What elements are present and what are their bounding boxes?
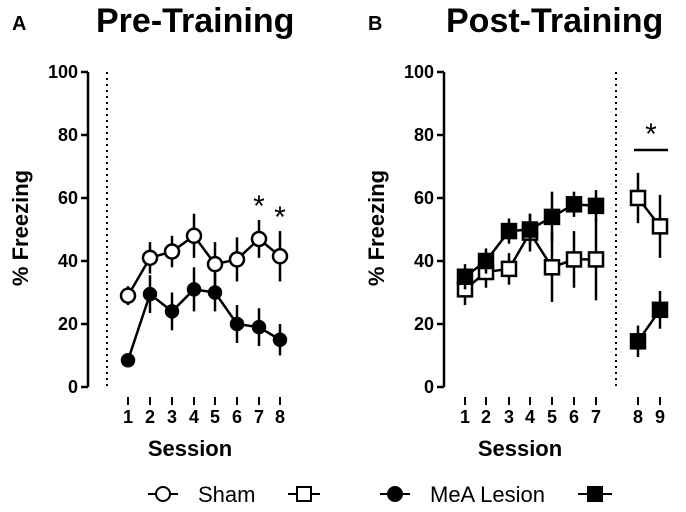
panel-b-x-tick-label: 2: [481, 407, 491, 427]
panel-a-y-tick-label: 80: [58, 125, 78, 145]
panel-a-x-tick-label: 5: [210, 407, 220, 427]
panel-a-lesion-point: [229, 316, 245, 332]
panel-a-significance-star: *: [253, 190, 265, 223]
panel-a-y-tick-label: 40: [58, 251, 78, 271]
panel-b-significance-star: *: [645, 118, 657, 151]
legend-lesion-label: MeA Lesion: [430, 482, 545, 507]
panel-a-sham-point: [141, 249, 159, 267]
panel-b-sham-point: [565, 251, 583, 268]
panel-b-y-tick-label: 20: [414, 314, 434, 334]
panel-a-y-tick-label: 100: [48, 62, 78, 82]
panel-b-lesion-point: [456, 268, 474, 285]
legend: Sham MeA Lesion: [148, 482, 612, 507]
panel-a-y-tick-label: 60: [58, 188, 78, 208]
panel-b-x-tick-label: 9: [655, 407, 665, 427]
panel-a-y-tick-label: 20: [58, 314, 78, 334]
panel-b-lesion-point: [521, 221, 539, 238]
legend-sham-square-marker: [296, 486, 312, 502]
panel-b-y-tick-label: 60: [414, 188, 434, 208]
panel-a-plot: 0 20 40 60 80 100 1 2 3 4 5 6 7 8 * *: [48, 62, 289, 427]
panel-b-x-tick-label: 7: [591, 407, 601, 427]
panel-a-ylabel: % Freezing: [8, 170, 33, 286]
panel-a-x-tick-label: 3: [167, 407, 177, 427]
panel-b-x-tick-label: 6: [569, 407, 579, 427]
panel-b-y-tick-label: 100: [404, 62, 434, 82]
panel-a-lesion-point: [272, 332, 288, 347]
panel-a-sham-point: [163, 243, 181, 260]
panel-b-lesion-point: [587, 197, 605, 215]
panel-b-xlabel: Session: [478, 436, 562, 461]
panel-b-y-tick-label: 40: [414, 251, 434, 271]
panel-b-lesion-point: [500, 222, 518, 240]
panel-b-lesion-extra-point: [651, 301, 669, 319]
panel-a-sham-point: [228, 251, 246, 268]
panel-a-lesion-point: [142, 286, 158, 302]
panel-b-ylabel: % Freezing: [364, 170, 389, 286]
panel-a-xlabel: Session: [148, 436, 232, 461]
legend-lesion-square-marker: [587, 486, 603, 502]
panel-b-sham-point: [587, 251, 605, 268]
panel-b-y-tick-label: 0: [424, 377, 434, 397]
panel-a-lesion-point: [207, 285, 223, 300]
panel-b-x-tick-label: 3: [504, 407, 514, 427]
panel-a-significance-star: *: [274, 201, 286, 234]
panel-b-x-tick-label: 5: [547, 407, 557, 427]
panel-b-x-tick-label: 4: [525, 407, 535, 427]
panel-b-lesion-extra-point: [629, 333, 647, 350]
panel-a-title: Pre-Training: [96, 2, 294, 40]
legend-lesion-circle-marker: [387, 486, 403, 502]
panel-a-lesion-point: [251, 319, 267, 335]
panel-a-sham-point: [185, 227, 203, 245]
panel-b-y-tick-label: 80: [414, 125, 434, 145]
panel-b-plot: 0 20 40 60 80 100 1 2 3 4 5 6 7 8 9 *: [404, 62, 669, 427]
legend-sham-label: Sham: [198, 482, 255, 507]
panel-b-title: Post-Training: [446, 2, 663, 40]
panel-a-lesion-point: [164, 304, 180, 319]
panel-a-sham-point: [271, 248, 289, 265]
panel-b-lesion-point: [543, 208, 561, 226]
panel-a-sham-point: [250, 230, 268, 248]
panel-b-lesion-point: [477, 252, 495, 270]
panel-b-lesion-point: [565, 196, 583, 213]
panel-b-sham-point: [500, 260, 518, 278]
panel-b-letter: B: [368, 13, 382, 35]
panel-a-lesion-point: [186, 282, 202, 297]
panel-a-sham-point: [206, 255, 224, 273]
legend-sham-circle-marker: [155, 486, 171, 502]
panel-a-x-tick-label: 6: [232, 407, 242, 427]
panel-b-sham-extra-point: [629, 189, 647, 207]
panel-b-sham-point: [543, 259, 561, 276]
panel-a-x-tick-label: 1: [123, 407, 133, 427]
panel-a-x-tick-label: 2: [145, 407, 155, 427]
panel-a-y-tick-label: 0: [68, 377, 78, 397]
panel-a-x-tick-label: 7: [254, 407, 264, 427]
panel-b-x-tick-label: 8: [633, 407, 643, 427]
panel-a-x-tick-label: 4: [189, 407, 199, 427]
panel-b-sham-extra-point: [651, 218, 669, 235]
panel-b-x-tick-label: 1: [460, 407, 470, 427]
panel-a-sham-point: [119, 287, 137, 304]
panel-a-letter: A: [12, 13, 26, 35]
panel-a-lesion-point: [120, 352, 136, 368]
panel-a-x-tick-label: 8: [275, 407, 285, 427]
